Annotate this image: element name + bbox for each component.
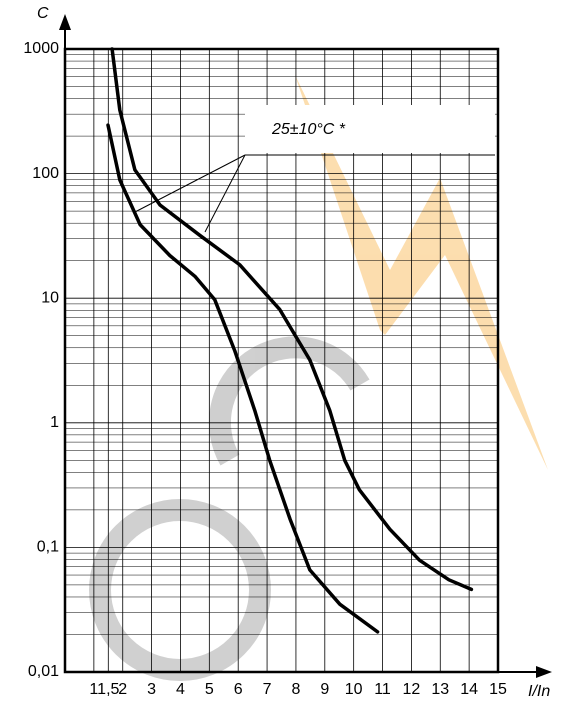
x-tick-label: 12 [403,681,421,698]
x-tick-label: 14 [460,681,478,698]
y-tick-label: 0,01 [28,663,59,680]
y-axis-label: C [37,5,49,22]
x-tick-label: 15 [489,681,507,698]
x-tick-label: 6 [234,681,243,698]
chart: 25±10°C * C I/In 0,010,1110100100011,523… [0,0,562,704]
x-tick-label: 9 [320,681,329,698]
x-tick-label: 8 [291,681,300,698]
y-tick-label: 1000 [23,40,59,57]
leader-line [205,155,245,232]
x-tick-label: 10 [345,681,363,698]
watermark [100,75,548,670]
y-tick-label: 1 [50,414,59,431]
y-arrow [59,14,71,30]
x-tick-label: 13 [431,681,449,698]
x-tick-label: 2 [118,681,127,698]
x-arrow [536,666,552,678]
x-axis-label: I/In [528,683,550,700]
x-tick-label: 5 [205,681,214,698]
x-tick-label: 11 [374,681,391,698]
x-tick-label: 3 [147,681,156,698]
x-tick-label: 7 [263,681,272,698]
y-tick-label: 100 [32,165,59,182]
annotation: 25±10°C * [271,121,346,138]
x-tick-label: 1,5 [97,681,119,698]
y-tick-label: 0,1 [37,539,59,556]
x-tick-label: 4 [176,681,185,698]
y-tick-label: 10 [41,289,59,306]
